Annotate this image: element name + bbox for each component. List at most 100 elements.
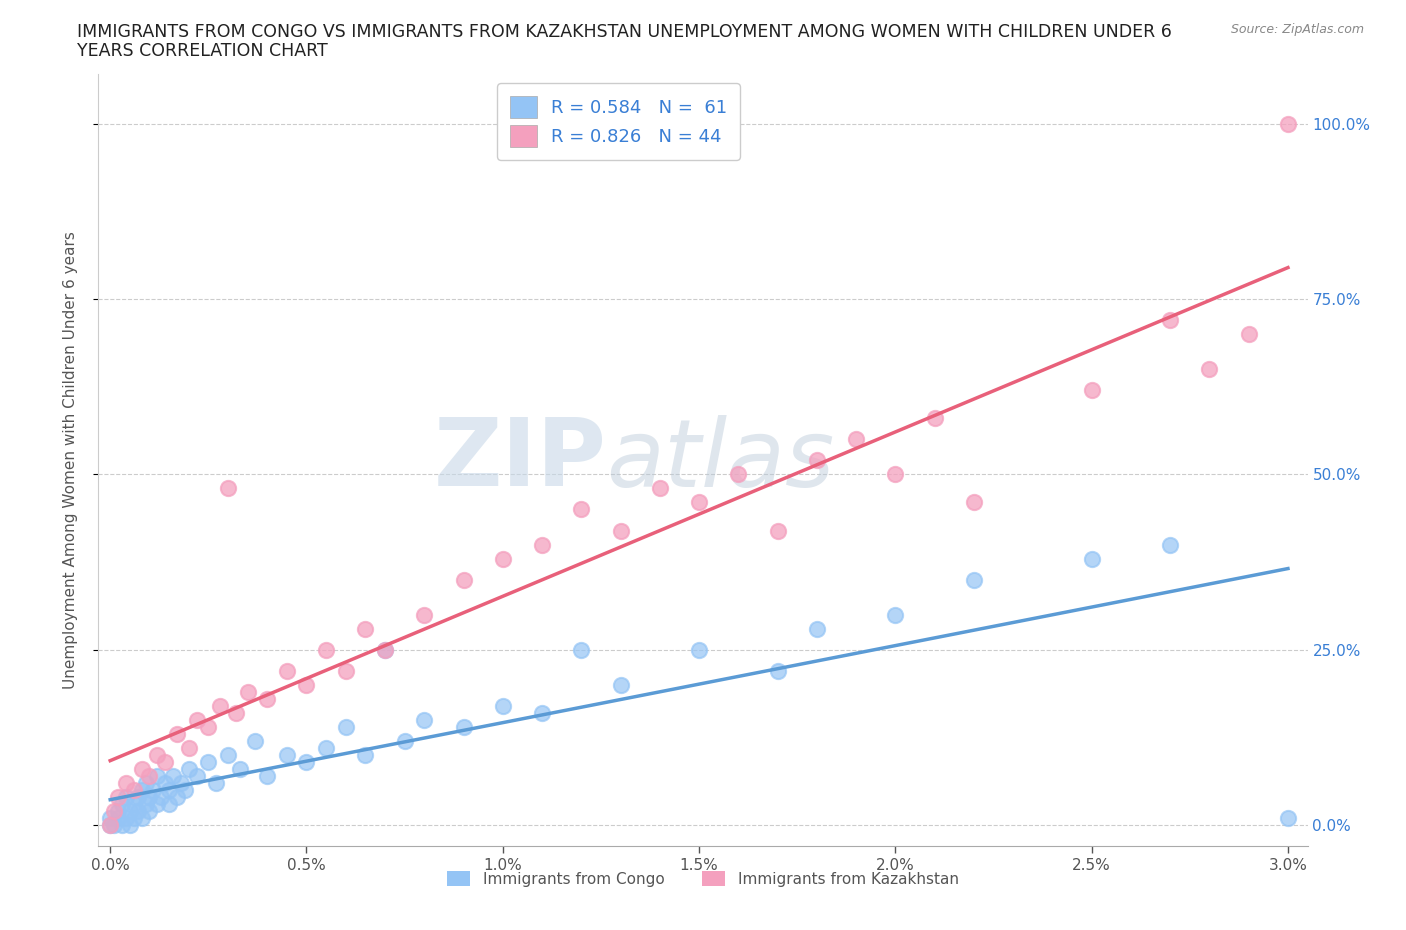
Point bbox=[1277, 811, 1299, 826]
Point bbox=[1277, 116, 1299, 131]
Point bbox=[276, 748, 298, 763]
Point bbox=[569, 643, 592, 658]
Point bbox=[394, 734, 416, 749]
Point bbox=[884, 467, 907, 482]
Point bbox=[150, 790, 173, 804]
Point bbox=[127, 804, 149, 818]
Point bbox=[531, 538, 554, 552]
Point bbox=[1080, 383, 1102, 398]
Point bbox=[413, 607, 436, 622]
Point bbox=[217, 748, 239, 763]
Point bbox=[111, 817, 134, 832]
Point bbox=[146, 748, 169, 763]
Point bbox=[335, 720, 357, 735]
Point bbox=[806, 621, 828, 636]
Point bbox=[963, 572, 986, 587]
Point bbox=[492, 698, 515, 713]
Y-axis label: Unemployment Among Women with Children Under 6 years: Unemployment Among Women with Children U… bbox=[63, 232, 77, 689]
Point bbox=[107, 790, 129, 804]
Point bbox=[103, 804, 125, 818]
Point bbox=[127, 790, 149, 804]
Point bbox=[688, 643, 710, 658]
Point bbox=[884, 607, 907, 622]
Point bbox=[98, 817, 121, 832]
Point bbox=[205, 776, 228, 790]
Point bbox=[1198, 362, 1220, 377]
Point bbox=[157, 783, 180, 798]
Point bbox=[166, 726, 188, 741]
Point bbox=[845, 432, 868, 446]
Point bbox=[766, 663, 789, 678]
Point bbox=[413, 712, 436, 727]
Point bbox=[135, 797, 157, 812]
Point bbox=[335, 663, 357, 678]
Point bbox=[186, 769, 208, 784]
Point bbox=[354, 621, 377, 636]
Text: ZIP: ZIP bbox=[433, 415, 606, 506]
Point bbox=[98, 817, 121, 832]
Point bbox=[354, 748, 377, 763]
Point bbox=[146, 769, 169, 784]
Point bbox=[173, 783, 195, 798]
Point bbox=[374, 643, 396, 658]
Point bbox=[131, 811, 153, 826]
Point bbox=[1080, 551, 1102, 566]
Point bbox=[256, 692, 278, 707]
Point bbox=[315, 643, 337, 658]
Point bbox=[131, 762, 153, 777]
Point bbox=[453, 572, 475, 587]
Point bbox=[135, 776, 157, 790]
Point bbox=[569, 502, 592, 517]
Point bbox=[295, 677, 318, 692]
Point bbox=[153, 754, 176, 769]
Point bbox=[177, 762, 200, 777]
Text: atlas: atlas bbox=[606, 415, 835, 506]
Point bbox=[98, 811, 121, 826]
Point bbox=[122, 783, 145, 798]
Point bbox=[170, 776, 193, 790]
Point bbox=[648, 481, 671, 496]
Point bbox=[197, 754, 219, 769]
Point bbox=[118, 804, 141, 818]
Point bbox=[138, 769, 160, 784]
Point bbox=[166, 790, 188, 804]
Point bbox=[453, 720, 475, 735]
Legend: Immigrants from Congo, Immigrants from Kazakhstan: Immigrants from Congo, Immigrants from K… bbox=[441, 865, 965, 893]
Point bbox=[138, 804, 160, 818]
Point bbox=[688, 495, 710, 510]
Point bbox=[1159, 312, 1181, 327]
Point bbox=[142, 783, 165, 798]
Point bbox=[146, 797, 169, 812]
Point bbox=[229, 762, 252, 777]
Point bbox=[1159, 538, 1181, 552]
Point bbox=[107, 804, 129, 818]
Point bbox=[115, 790, 138, 804]
Point bbox=[315, 740, 337, 755]
Point bbox=[727, 467, 749, 482]
Point bbox=[122, 811, 145, 826]
Point bbox=[115, 776, 138, 790]
Point bbox=[138, 790, 160, 804]
Point bbox=[177, 740, 200, 755]
Point bbox=[963, 495, 986, 510]
Point bbox=[609, 523, 631, 538]
Point bbox=[806, 453, 828, 468]
Point bbox=[766, 523, 789, 538]
Point bbox=[122, 797, 145, 812]
Point bbox=[107, 811, 129, 826]
Point bbox=[118, 817, 141, 832]
Text: IMMIGRANTS FROM CONGO VS IMMIGRANTS FROM KAZAKHSTAN UNEMPLOYMENT AMONG WOMEN WIT: IMMIGRANTS FROM CONGO VS IMMIGRANTS FROM… bbox=[77, 23, 1173, 41]
Point bbox=[115, 811, 138, 826]
Point bbox=[276, 663, 298, 678]
Point bbox=[225, 706, 247, 721]
Point bbox=[492, 551, 515, 566]
Point bbox=[374, 643, 396, 658]
Point bbox=[162, 769, 184, 784]
Point bbox=[131, 783, 153, 798]
Point bbox=[1237, 326, 1260, 341]
Point bbox=[256, 769, 278, 784]
Point bbox=[153, 776, 176, 790]
Text: Source: ZipAtlas.com: Source: ZipAtlas.com bbox=[1230, 23, 1364, 36]
Point bbox=[609, 677, 631, 692]
Point bbox=[236, 684, 259, 699]
